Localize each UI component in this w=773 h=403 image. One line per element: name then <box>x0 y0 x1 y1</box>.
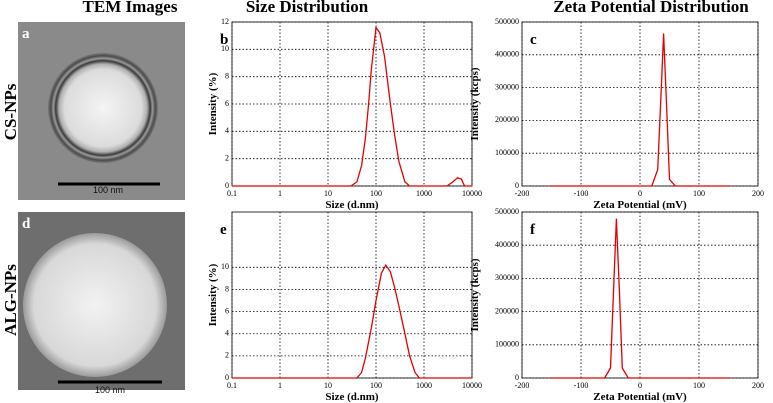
data-line <box>232 263 472 379</box>
y-tick-label: 4 <box>225 126 229 135</box>
x-tick-label: 200 <box>752 189 764 198</box>
x-tick-label: 10 <box>324 189 332 198</box>
y-axis-label: Intensity (kcps) <box>469 67 481 140</box>
x-tick-label: 10 <box>324 381 332 390</box>
y-tick-label: 200000 <box>495 306 519 315</box>
column-header: Size Distribution <box>246 0 369 16</box>
row-label: CS-NPs <box>1 83 20 140</box>
scale-bar-label: 100 nm <box>93 185 123 195</box>
data-line <box>551 218 729 379</box>
x-tick-label: -200 <box>515 189 530 198</box>
panel-letter: a <box>22 26 30 42</box>
y-tick-label: 200000 <box>495 115 519 124</box>
x-tick-label: 100 <box>370 189 382 198</box>
x-axis-label: Zeta Potential (mV) <box>593 199 687 211</box>
data-line <box>232 25 472 187</box>
y-axis-label: Intensity (%) <box>207 72 219 135</box>
x-tick-label: 10000 <box>462 381 482 390</box>
y-tick-label: 0 <box>225 373 229 382</box>
y-tick-label: 100000 <box>495 148 519 157</box>
y-tick-label: 6 <box>225 99 229 108</box>
y-tick-label: 0 <box>225 181 229 190</box>
x-tick-label: 1000 <box>416 189 432 198</box>
y-tick-label: 0 <box>515 373 519 382</box>
y-axis-label: Intensity (kcps) <box>469 258 481 331</box>
panel-letter: f <box>530 222 536 238</box>
y-tick-label: 500000 <box>495 207 519 216</box>
panel-letter: e <box>220 222 227 238</box>
plot-frame <box>231 211 473 379</box>
y-tick-label: 500000 <box>495 17 519 26</box>
x-tick-label: 0.1 <box>227 381 237 390</box>
y-tick-label: 10 <box>221 262 229 271</box>
y-tick-label: 0 <box>515 181 519 190</box>
y-tick-label: 12 <box>221 17 229 26</box>
panel-letter: d <box>22 216 31 232</box>
y-tick-label: 100000 <box>495 340 519 349</box>
x-tick-label: 1 <box>278 189 282 198</box>
x-tick-label: -100 <box>574 381 589 390</box>
row-label: ALG-NPs <box>1 264 20 336</box>
column-header: Zeta Potential Distribution <box>553 0 749 16</box>
x-tick-label: 10000 <box>462 189 482 198</box>
y-tick-label: 400000 <box>495 50 519 59</box>
panel-letter: c <box>530 32 537 48</box>
y-tick-label: 6 <box>225 306 229 315</box>
x-tick-label: 1 <box>278 381 282 390</box>
tem-image: 100 nm a <box>18 22 185 200</box>
x-tick-label: -200 <box>515 381 530 390</box>
x-tick-label: 100 <box>693 189 705 198</box>
panel-letter: b <box>220 32 228 48</box>
y-tick-label: 10 <box>221 44 229 53</box>
x-axis-label: Zeta Potential (mV) <box>593 391 687 403</box>
y-tick-label: 2 <box>225 351 229 360</box>
y-tick-label: 4 <box>225 329 229 338</box>
x-tick-label: 0 <box>638 381 642 390</box>
x-axis-label: Size (d.nm) <box>325 199 379 211</box>
column-header: TEM Images <box>83 0 178 16</box>
x-axis-label: Size (d.nm) <box>325 391 379 403</box>
data-line <box>551 33 729 187</box>
scale-bar-label: 100 nm <box>95 385 125 395</box>
y-tick-label: 8 <box>225 284 229 293</box>
y-tick-label: 2 <box>225 153 229 162</box>
y-tick-label: 8 <box>225 71 229 80</box>
x-tick-label: 100 <box>693 381 705 390</box>
x-tick-label: 0.1 <box>227 189 237 198</box>
x-tick-label: 200 <box>752 381 764 390</box>
y-tick-label: 300000 <box>495 273 519 282</box>
y-tick-label: 400000 <box>495 240 519 249</box>
x-tick-label: -100 <box>574 189 589 198</box>
y-tick-label: 300000 <box>495 82 519 91</box>
x-tick-label: 0 <box>638 189 642 198</box>
x-tick-label: 1000 <box>416 381 432 390</box>
x-tick-label: 100 <box>370 381 382 390</box>
tem-image: 100 nm d <box>18 212 185 395</box>
y-axis-label: Intensity (%) <box>207 263 219 326</box>
